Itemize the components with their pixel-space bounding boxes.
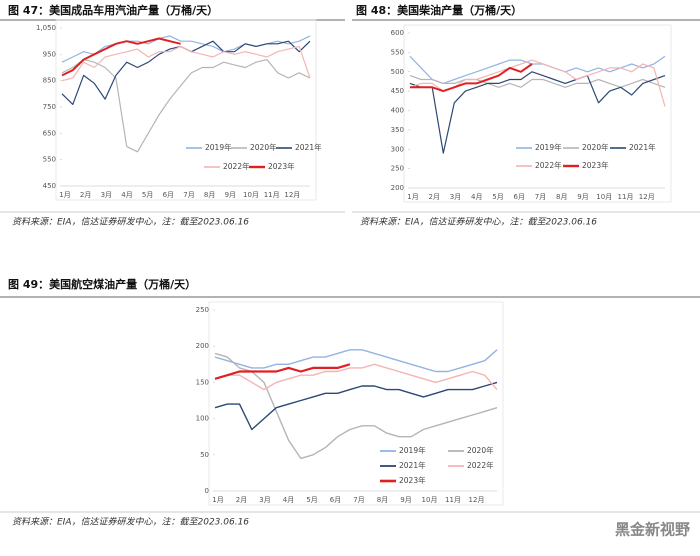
x-tick-label: 6月 xyxy=(514,193,525,201)
x-tick-label: 1月 xyxy=(59,191,70,199)
x-tick-label: 4月 xyxy=(283,496,294,504)
y-tick-label: 400 xyxy=(391,107,404,115)
x-tick-label: 2月 xyxy=(80,191,91,199)
x-tick-label: 7月 xyxy=(183,191,194,199)
legend-label: 2020年 xyxy=(467,445,494,455)
legend-label: 2022年 xyxy=(535,160,562,170)
x-tick-label: 1月 xyxy=(212,496,223,504)
y-tick-label: 350 xyxy=(391,126,404,134)
y-tick-label: 550 xyxy=(391,48,404,56)
legend-label: 2020年 xyxy=(250,142,277,152)
x-tick-label: 11月 xyxy=(264,191,280,199)
plot-frame xyxy=(403,24,672,203)
x-tick-label: 5月 xyxy=(142,191,153,199)
series-line xyxy=(61,37,181,77)
figure-title: 图 49：美国航空煤油产量（万桶/天） xyxy=(8,277,196,291)
series-line xyxy=(61,45,311,82)
series-line xyxy=(410,63,533,93)
x-tick-label: 1月 xyxy=(407,193,418,201)
legend-label: 2019年 xyxy=(535,142,562,152)
y-tick-label: 850 xyxy=(43,77,56,85)
x-tick-label: 4月 xyxy=(121,191,132,199)
legend-label: 2023年 xyxy=(399,475,426,485)
series-line xyxy=(409,55,666,84)
watermark: 黑金新视野 xyxy=(615,521,690,539)
x-tick-label: 5月 xyxy=(306,496,317,504)
legend-label: 2022年 xyxy=(467,460,494,470)
x-tick-label: 7月 xyxy=(535,193,546,201)
x-tick-label: 2月 xyxy=(236,496,247,504)
y-tick-label: 500 xyxy=(391,68,404,76)
x-tick-label: 9月 xyxy=(400,496,411,504)
y-tick-label: 1,050 xyxy=(36,24,56,32)
y-tick-label: 550 xyxy=(43,156,56,164)
x-tick-label: 9月 xyxy=(225,191,236,199)
series-line xyxy=(61,59,311,153)
x-tick-label: 3月 xyxy=(101,191,112,199)
x-tick-label: 6月 xyxy=(330,496,341,504)
y-tick-label: 0 xyxy=(205,487,209,495)
series-line xyxy=(214,381,498,431)
legend-label: 2019年 xyxy=(399,445,426,455)
source-note: 资料来源：EIA，信达证券研发中心，注：截至2023.06.16 xyxy=(12,517,249,528)
y-tick-label: 150 xyxy=(196,378,209,386)
y-tick-label: 200 xyxy=(196,342,209,350)
legend-label: 2021年 xyxy=(399,460,426,470)
series-line xyxy=(214,352,498,460)
x-tick-label: 6月 xyxy=(163,191,174,199)
plot-frame xyxy=(208,301,504,506)
x-tick-label: 8月 xyxy=(377,496,388,504)
y-tick-label: 950 xyxy=(43,50,56,58)
x-tick-label: 7月 xyxy=(353,496,364,504)
y-tick-label: 450 xyxy=(43,182,56,190)
x-tick-label: 8月 xyxy=(204,191,215,199)
y-tick-label: 50 xyxy=(200,451,209,459)
y-tick-label: 250 xyxy=(196,306,209,314)
y-tick-label: 750 xyxy=(43,103,56,111)
series-line xyxy=(409,75,666,88)
x-tick-label: 12月 xyxy=(639,193,655,201)
legend-label: 2020年 xyxy=(582,142,609,152)
y-tick-label: 300 xyxy=(391,145,404,153)
legend-label: 2021年 xyxy=(295,142,322,152)
x-tick-label: 10月 xyxy=(596,193,612,201)
x-tick-label: 10月 xyxy=(422,496,438,504)
legend-label: 2021年 xyxy=(629,142,656,152)
figure-title: 图 47：美国成品车用汽油产量（万桶/天） xyxy=(8,3,218,17)
series-line xyxy=(214,349,498,373)
y-tick-label: 650 xyxy=(43,129,56,137)
x-tick-label: 3月 xyxy=(259,496,270,504)
x-tick-label: 4月 xyxy=(471,193,482,201)
y-tick-label: 250 xyxy=(391,165,404,173)
plot-frame xyxy=(55,19,317,201)
legend-label: 2023年 xyxy=(582,160,609,170)
x-tick-label: 3月 xyxy=(450,193,461,201)
x-tick-label: 8月 xyxy=(556,193,567,201)
series-line xyxy=(214,363,351,380)
x-tick-label: 9月 xyxy=(577,193,588,201)
y-tick-label: 600 xyxy=(391,29,404,37)
x-tick-label: 2月 xyxy=(429,193,440,201)
x-tick-label: 12月 xyxy=(469,496,485,504)
legend-label: 2019年 xyxy=(205,142,232,152)
legend-label: 2022年 xyxy=(223,161,250,171)
y-tick-label: 200 xyxy=(391,184,404,192)
y-tick-label: 100 xyxy=(196,415,209,423)
figure-title: 图 48：美国柴油产量（万桶/天） xyxy=(356,3,522,17)
series-line xyxy=(214,363,498,391)
x-tick-label: 12月 xyxy=(284,191,300,199)
x-tick-label: 5月 xyxy=(492,193,503,201)
series-line xyxy=(409,71,666,154)
source-note: 资料来源：EIA，信达证券研发中心，注：截至2023.06.16 xyxy=(360,217,597,228)
source-note: 资料来源：EIA，信达证券研发中心，注：截至2023.06.16 xyxy=(12,217,249,228)
legend-label: 2023年 xyxy=(268,161,295,171)
x-tick-label: 10月 xyxy=(243,191,259,199)
x-tick-label: 11月 xyxy=(445,496,461,504)
x-tick-label: 11月 xyxy=(618,193,634,201)
y-tick-label: 450 xyxy=(391,87,404,95)
